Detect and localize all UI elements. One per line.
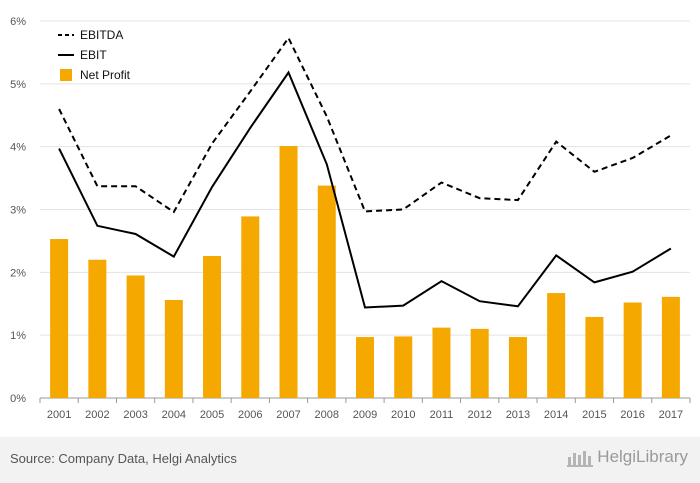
y-tick-label: 0% (10, 393, 26, 405)
x-tick-label: 2015 (582, 409, 606, 421)
gridlines (40, 20, 690, 399)
source-note: Source: Company Data, Helgi Analytics (10, 451, 237, 466)
bar-net-profit (203, 255, 222, 398)
bar-net-profit (547, 293, 566, 398)
y-tick-label: 4% (10, 142, 26, 154)
x-tick-label: 2014 (544, 409, 568, 421)
x-tick-label: 2003 (123, 409, 147, 421)
y-tick-label: 2% (10, 267, 26, 279)
x-tick-label: 2004 (162, 409, 186, 421)
x-tick-label: 2010 (391, 409, 415, 421)
y-axis: 0% 1% 2% 3% 4% 5% 6% (10, 16, 26, 405)
legend: EBITDA EBIT Net Profit (58, 28, 131, 82)
x-tick-label: 2001 (47, 409, 71, 421)
y-tick-label: 3% (10, 205, 26, 217)
bar-net-profit (470, 328, 489, 398)
library-icon (567, 451, 594, 467)
bar-net-profit (432, 327, 451, 398)
y-tick-label: 6% (10, 16, 26, 28)
bar-net-profit (88, 259, 107, 398)
line-ebit (58, 70, 672, 309)
legend-label-net-profit: Net Profit (80, 68, 131, 82)
x-tick-label: 2017 (659, 409, 683, 421)
x-tick-label: 2011 (430, 409, 454, 421)
x-tick-label: 2005 (200, 409, 224, 421)
x-axis: 2001 2002 2003 2004 2005 2006 2007 2008 2009 2010… (39, 398, 691, 421)
x-tick-label: 2002 (85, 409, 109, 421)
x-tick-label: 2013 (506, 409, 530, 421)
legend-label-ebitda: EBITDA (80, 28, 123, 42)
footer: Source: Company Data, Helgi Analytics He… (0, 437, 700, 483)
bar-net-profit (508, 337, 527, 398)
x-tick-label: 2009 (353, 409, 377, 421)
chart: 0%1%2%3%4%5%6% 2001 2002 2003 2004 2005 2006 2… (10, 16, 691, 421)
y-tick-label: 1% (10, 330, 26, 342)
x-tick-label: 2012 (467, 409, 491, 421)
bar-net-profit (164, 299, 183, 398)
bar-net-profit (126, 275, 145, 398)
bar-net-profit (623, 302, 642, 398)
brand-name: HelgiLibrary (597, 447, 688, 466)
bar-net-profit (661, 296, 680, 398)
legend-swatch-net-profit (60, 69, 72, 81)
x-tick-label: 2007 (276, 409, 300, 421)
y-tick-label: 5% (10, 79, 26, 91)
brand-logo[interactable]: HelgiLibrary (567, 447, 688, 467)
x-tick-label: 2016 (620, 409, 644, 421)
x-tick-label: 2008 (315, 409, 339, 421)
bar-net-profit (317, 185, 336, 398)
bar-net-profit (394, 336, 413, 398)
bar-net-profit (279, 146, 298, 398)
legend-label-ebit: EBIT (80, 48, 107, 62)
series-lines (58, 36, 672, 309)
bar-net-profit (356, 337, 374, 398)
bar-net-profit (585, 316, 604, 398)
x-tick-label: 2006 (238, 409, 262, 421)
bar-net-profit (50, 239, 69, 398)
line-ebitda (58, 36, 672, 214)
bar-net-profit (241, 216, 260, 398)
net-profit-bars (50, 146, 680, 398)
